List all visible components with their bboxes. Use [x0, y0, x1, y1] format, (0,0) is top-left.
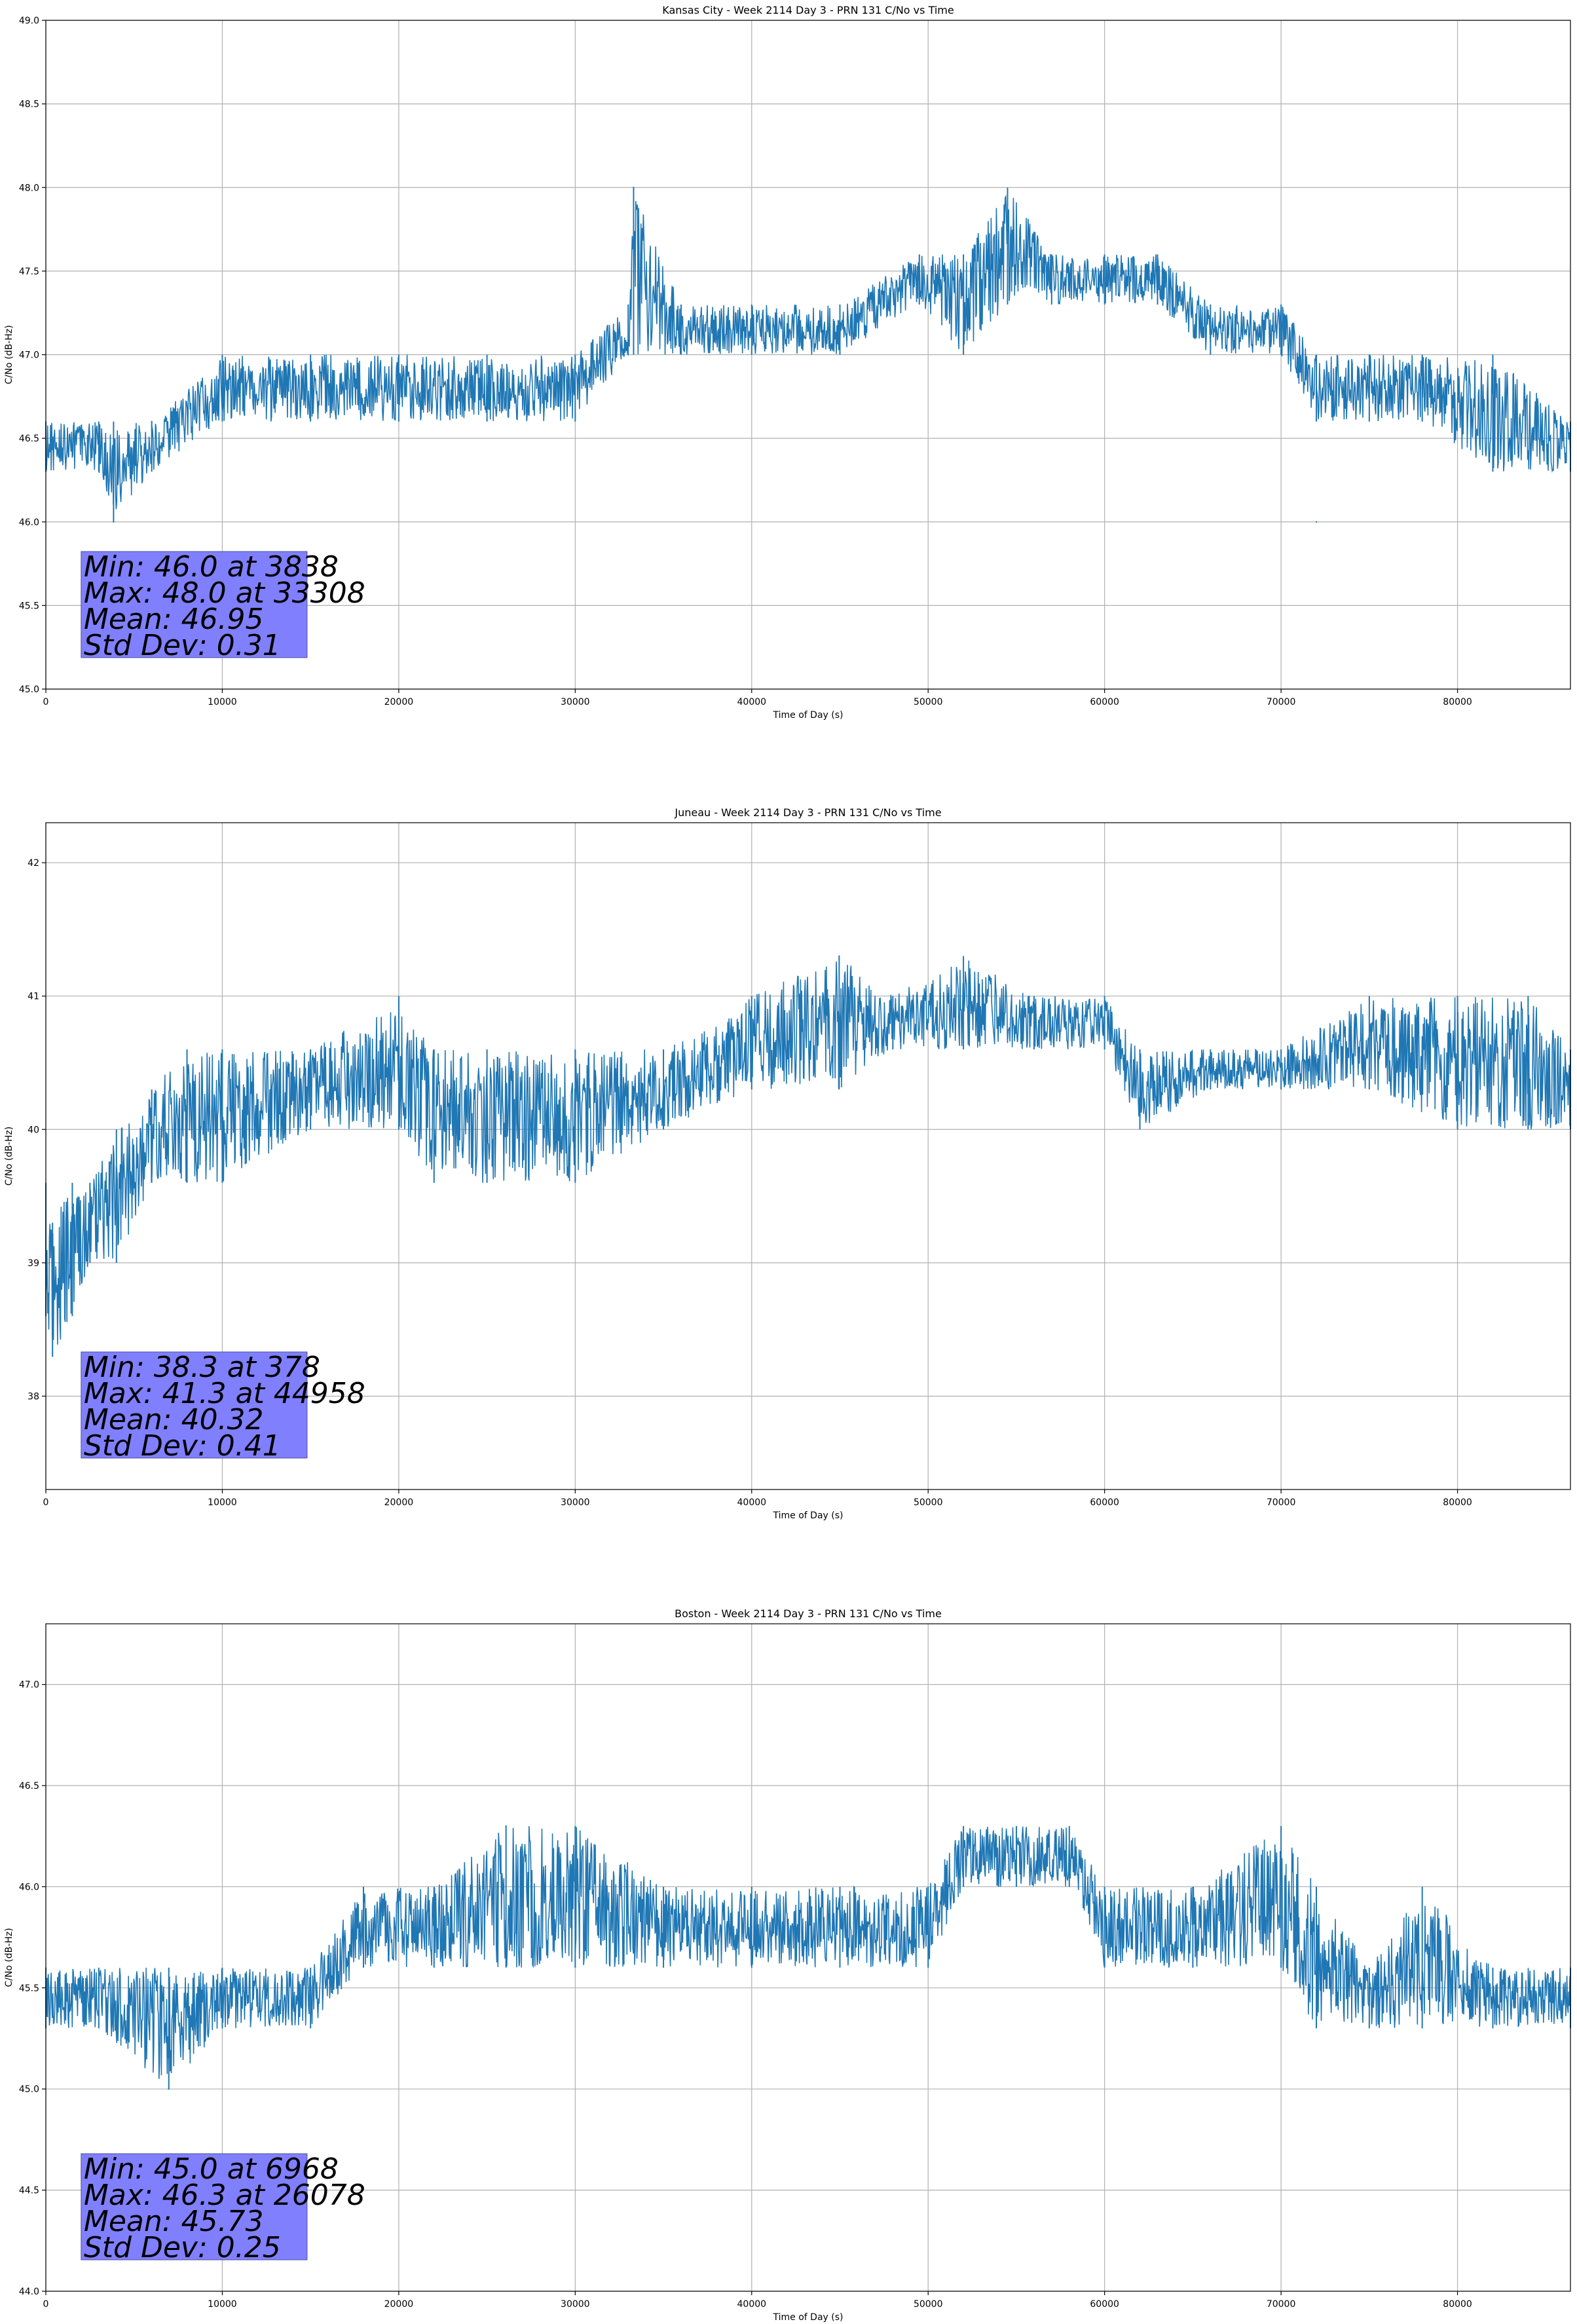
x-tick-label: 40000 — [737, 1497, 767, 1508]
y-tick-label: 42 — [28, 858, 39, 869]
x-axis-label: Time of Day (s) — [773, 710, 844, 721]
stats-line: Mean: 45.73 — [84, 2205, 264, 2238]
x-tick-label: 30000 — [561, 2299, 590, 2310]
y-tick-label: 47.5 — [19, 267, 39, 277]
y-tick-label: 46.5 — [19, 1781, 39, 1791]
stats-line: Max: 46.3 at 26078 — [84, 2179, 365, 2212]
x-tick-label: 20000 — [384, 2299, 414, 2310]
y-axis-label: C/No (dB-Hz) — [4, 325, 14, 384]
stats-line: Min: 46.0 at 3838 — [84, 550, 339, 584]
y-tick-label: 45.0 — [19, 684, 39, 695]
chart-title: Boston - Week 2114 Day 3 - PRN 131 C/No … — [675, 1607, 942, 1620]
x-tick-label: 40000 — [737, 697, 767, 707]
x-tick-label: 50000 — [914, 1497, 943, 1508]
x-tick-label: 30000 — [561, 1497, 590, 1508]
stats-line: Std Dev: 0.41 — [84, 1429, 281, 1463]
y-tick-label: 44.0 — [19, 2287, 39, 2297]
y-axis-label: C/No (dB-Hz) — [4, 1127, 14, 1186]
y-tick-label: 38 — [28, 1391, 39, 1402]
stats-line: Min: 38.3 at 378 — [84, 1351, 320, 1384]
x-tick-label: 70000 — [1267, 1497, 1296, 1508]
axes-frame — [45, 822, 1571, 1490]
x-tick-label: 60000 — [1090, 1497, 1119, 1508]
y-tick-label: 45.5 — [19, 1983, 39, 1994]
x-tick-label: 20000 — [384, 697, 414, 707]
x-tick-label: 40000 — [737, 2299, 767, 2310]
x-tick-label: 70000 — [1267, 697, 1296, 707]
chart-panel-1: 0 10000 20000 30000 40000 50000 60000 70000 8000… — [4, 4, 1571, 721]
x-tick-label: 10000 — [208, 697, 237, 707]
y-tick-label: 46.0 — [19, 1882, 39, 1892]
x-tick-label: 60000 — [1090, 697, 1119, 707]
axes-frame — [45, 1623, 1571, 2292]
x-tick-label: 80000 — [1443, 2299, 1472, 2310]
chart-panel-2: 0 10000 20000 30000 40000 50000 60000 70000 8000… — [4, 806, 1571, 1521]
cno-trace — [46, 960, 1570, 1345]
chart-title: Juneau - Week 2114 Day 3 - PRN 131 C/No … — [674, 806, 941, 819]
stats-line: Max: 48.0 at 33308 — [84, 576, 365, 610]
y-tick-label: 49.0 — [19, 16, 39, 26]
y-tick-label: 47.0 — [19, 350, 39, 361]
x-tick-label: 50000 — [914, 697, 943, 707]
x-axis-label: Time of Day (s) — [773, 2312, 844, 2323]
stats-line: Std Dev: 0.25 — [84, 2231, 281, 2264]
y-tick-label: 41 — [28, 992, 39, 1002]
stats-box — [81, 551, 308, 658]
stats-box — [81, 1351, 308, 1459]
y-axis-label: C/No (dB-Hz) — [4, 1928, 14, 1987]
stats-line: Mean: 40.32 — [84, 1403, 264, 1436]
chart-panel-3: 0 10000 20000 30000 40000 50000 60000 70000 8000… — [4, 1607, 1571, 2323]
stats-line: Min: 45.0 at 6968 — [84, 2152, 339, 2186]
stats-line: Mean: 46.95 — [84, 603, 264, 636]
y-tick-label: 44.5 — [19, 2186, 39, 2196]
x-tick-label: 0 — [43, 697, 49, 707]
stats-line: Std Dev: 0.31 — [84, 629, 281, 662]
x-tick-label: 0 — [43, 2299, 49, 2310]
x-tick-label: 30000 — [561, 697, 590, 707]
y-tick-label: 46.0 — [19, 517, 39, 528]
x-tick-label: 60000 — [1090, 2299, 1119, 2310]
y-tick-label: 39 — [28, 1258, 39, 1269]
x-tick-label: 50000 — [914, 2299, 943, 2310]
stats-box — [81, 2153, 308, 2260]
y-tick-label: 46.5 — [19, 434, 39, 444]
y-tick-label: 48.0 — [19, 183, 39, 193]
x-tick-label: 80000 — [1443, 1497, 1472, 1508]
x-tick-label: 0 — [43, 1497, 49, 1508]
y-tick-label: 48.5 — [19, 100, 39, 110]
x-tick-label: 80000 — [1443, 697, 1472, 707]
y-tick-label: 40 — [28, 1125, 39, 1135]
x-tick-label: 10000 — [208, 2299, 237, 2310]
chart-title: Kansas City - Week 2114 Day 3 - PRN 131 … — [662, 4, 954, 16]
x-tick-label: 20000 — [384, 1497, 414, 1508]
x-tick-label: 70000 — [1267, 2299, 1296, 2310]
y-tick-label: 45.0 — [19, 2084, 39, 2095]
y-tick-label: 47.0 — [19, 1680, 39, 1691]
y-tick-label: 45.5 — [19, 601, 39, 611]
x-tick-label: 10000 — [208, 1497, 237, 1508]
stats-line: Max: 41.3 at 44958 — [84, 1377, 365, 1410]
x-axis-label: Time of Day (s) — [773, 1510, 844, 1521]
